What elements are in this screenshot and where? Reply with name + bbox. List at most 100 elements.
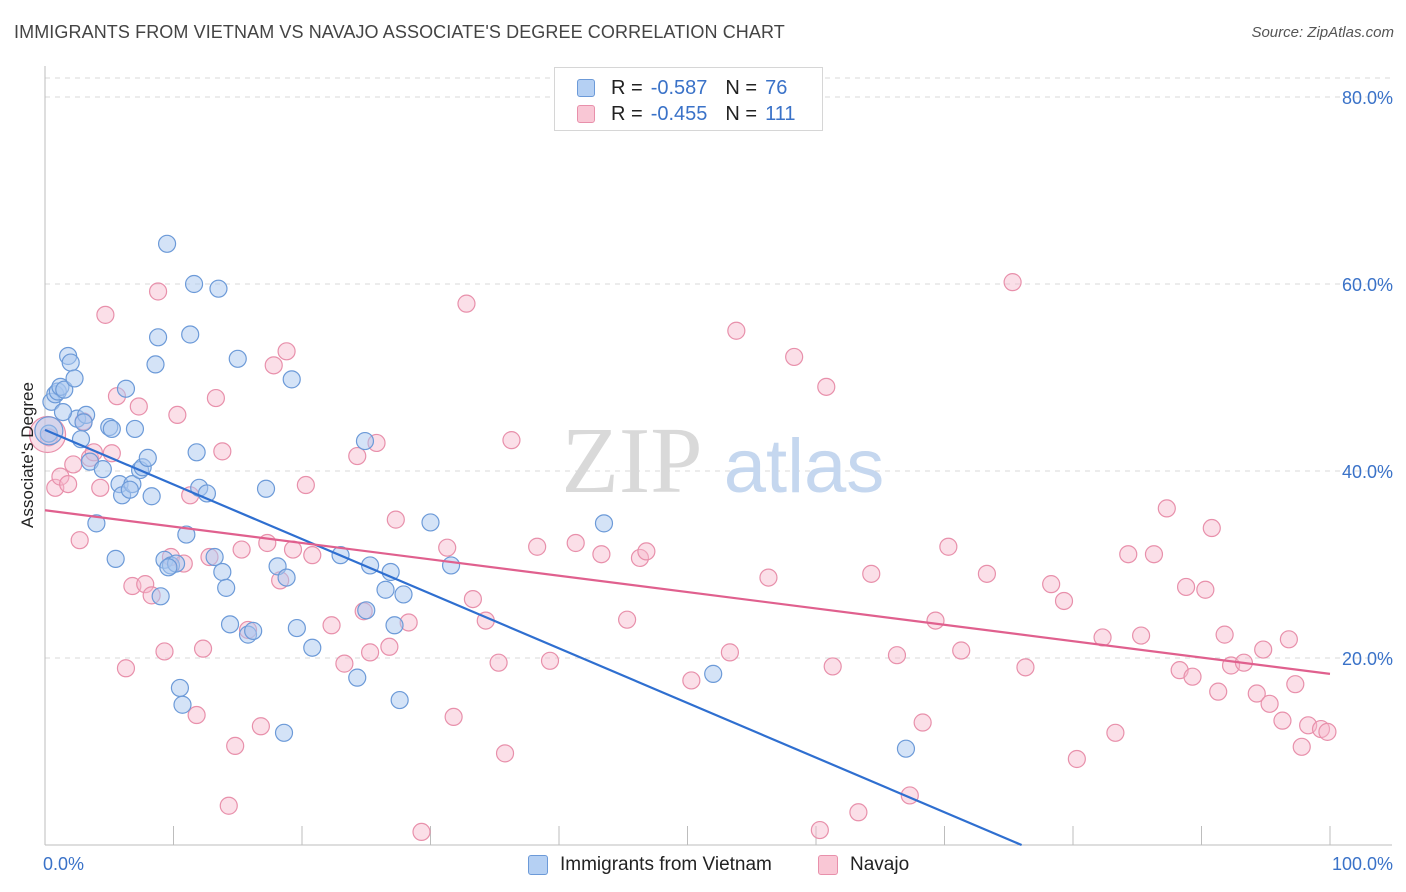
navajo-point (1157, 499, 1176, 518)
navajo-point (566, 533, 585, 553)
vietnam-point (381, 562, 400, 582)
bottom-legend-swatch-blue (528, 855, 548, 875)
navajo-point (1202, 518, 1221, 538)
vietnam-point (220, 615, 240, 634)
navajo-point (1144, 545, 1164, 564)
y-tick-label: 60.0% (1342, 275, 1393, 295)
navajo-point (540, 651, 560, 670)
navajo-point (91, 478, 110, 497)
vietnam-point (106, 549, 125, 568)
navajo-point (64, 455, 83, 474)
navajo-point (59, 474, 78, 494)
navajo-point (136, 575, 155, 594)
navajo-point (862, 564, 881, 583)
bottom-legend-swatch-pink (818, 855, 838, 875)
navajo-point (618, 610, 637, 629)
vietnam-point (157, 234, 177, 253)
vietnam-point (116, 379, 136, 398)
vietnam-point (390, 690, 409, 710)
legend-r-label: R = (611, 102, 643, 125)
navajo-point (489, 653, 508, 672)
axes (44, 66, 1392, 846)
vietnam-point (138, 448, 157, 468)
navajo-point (1054, 591, 1074, 611)
legend-r-value: -0.455 (650, 102, 708, 125)
vietnam-point (228, 349, 247, 368)
legend-row-vietnam: R = -0.587 N = 76 (577, 77, 787, 99)
vietnam-point (205, 547, 224, 567)
navajo-point (1215, 625, 1234, 644)
vietnam-point (146, 355, 165, 374)
y-tick-label: 40.0% (1342, 462, 1393, 482)
vietnam-point (151, 587, 170, 606)
navajo-point (463, 589, 483, 609)
vietnam-point (173, 695, 192, 714)
navajo-point (412, 822, 431, 842)
navajo-point (1119, 545, 1138, 564)
navajo-point (759, 568, 778, 587)
navajo-point (438, 538, 457, 557)
vietnam-point (53, 402, 73, 422)
vietnam-point (148, 328, 168, 347)
vietnam-point (385, 616, 404, 635)
vietnam-point (348, 668, 367, 687)
vietnam-point (181, 325, 200, 344)
navajo-point (939, 537, 958, 556)
trend-lines (44, 428, 1331, 847)
legend-r-label: R = (611, 76, 643, 99)
bottom-legend-label-navajo: Navajo (850, 854, 910, 875)
x-tick-label: 0.0% (43, 854, 84, 874)
navajo-point (264, 356, 283, 375)
legend-n-value: 76 (765, 76, 788, 99)
navajo-point (322, 616, 341, 635)
navajo-point (1254, 640, 1273, 659)
navajo-point (1106, 723, 1125, 742)
navajo-point (1016, 658, 1035, 677)
navajo-point (637, 542, 656, 561)
vietnam-point (421, 513, 440, 532)
source-label: Source: ZipAtlas.com (1251, 24, 1394, 41)
navajo-point (361, 643, 380, 662)
navajo-point (296, 475, 315, 495)
legend-n-value: 111 (765, 102, 796, 125)
vietnam-point (376, 580, 395, 599)
legend-r-value: -0.587 (650, 76, 708, 99)
navajo-point (849, 803, 868, 822)
navajo-point (213, 442, 232, 461)
navajo-point (457, 294, 476, 313)
navajo-point (1209, 682, 1228, 701)
navajo-point (913, 713, 932, 732)
vietnam-point (39, 424, 58, 443)
navajo-point (232, 540, 251, 559)
vietnam-point (177, 525, 196, 544)
vietnam-point (277, 568, 296, 587)
navajo-point (129, 397, 148, 416)
vietnam-point (142, 487, 161, 506)
bottom-legend-label-vietnam: Immigrants from Vietnam (560, 854, 772, 875)
navajo-point (206, 388, 226, 408)
watermark: ZIP atlas (562, 409, 885, 513)
navajo-point (952, 641, 971, 660)
navajo-point (1279, 630, 1298, 649)
navajo-point (116, 659, 136, 678)
legend-n-label: N = (725, 76, 758, 99)
navajo-point (187, 705, 206, 725)
navajo-point (528, 537, 547, 556)
navajo-point (335, 654, 354, 673)
navajo-point (70, 531, 89, 550)
vietnam-point (93, 460, 112, 479)
navajo-point (1318, 722, 1337, 741)
vietnam-point (896, 739, 916, 758)
navajo-points (28, 273, 1337, 842)
vietnam-point (74, 413, 93, 432)
vietnam-point (303, 638, 322, 657)
vietnam-point (102, 419, 121, 439)
legend-n-label: N = (725, 102, 758, 125)
navajo-point (502, 431, 521, 450)
bottom-legend-navajo: Navajo (818, 853, 909, 877)
vietnam-point (287, 618, 306, 638)
tick-labels: 20.0% 40.0% 60.0% 80.0% 0.0% 100.0% (43, 88, 1393, 874)
watermark-zip: ZIP (562, 409, 703, 513)
navajo-point (1176, 577, 1196, 597)
vietnam-point (394, 585, 413, 604)
